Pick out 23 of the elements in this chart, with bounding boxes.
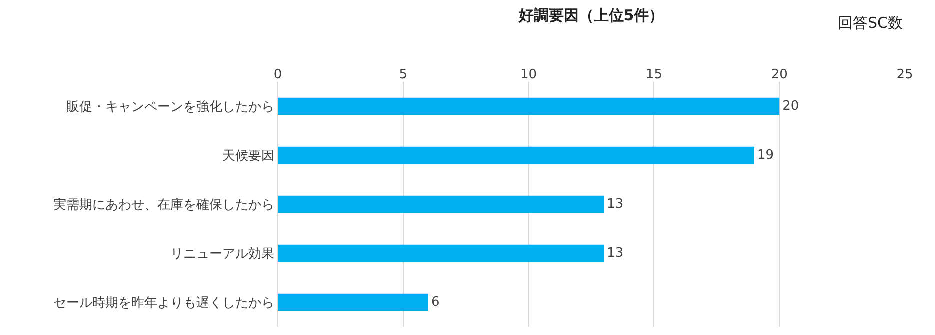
y-tick-label: 販促・キャンペーンを強化したから	[66, 100, 274, 116]
x-tick-label: 20	[771, 67, 788, 82]
x-tick-label: 5	[399, 67, 408, 82]
data-label: 6	[431, 295, 440, 310]
chart-title: 好調要因（上位5件）	[518, 6, 664, 25]
y-tick-label: リニューアル効果	[170, 247, 274, 262]
y-tick-label: セール時期を昨年よりも遅くしたから	[53, 296, 274, 312]
x-axis-title: 回答SC数	[838, 14, 903, 32]
data-label: 13	[607, 197, 624, 212]
y-tick-label: 実需期にあわせ、在庫を確保したから	[53, 197, 274, 214]
data-label: 13	[607, 246, 624, 262]
data-label: 20	[782, 99, 800, 114]
bar	[278, 294, 428, 312]
bar	[278, 196, 604, 214]
x-tick-label: 10	[520, 67, 538, 82]
bar	[278, 146, 755, 164]
bar	[278, 98, 780, 116]
x-tick-label: 0	[274, 67, 282, 82]
bar	[278, 244, 604, 262]
x-tick-label: 15	[646, 67, 662, 82]
data-label: 19	[758, 148, 774, 163]
x-tick-label: 25	[896, 67, 914, 82]
y-tick-label: 天候要因	[222, 149, 274, 164]
